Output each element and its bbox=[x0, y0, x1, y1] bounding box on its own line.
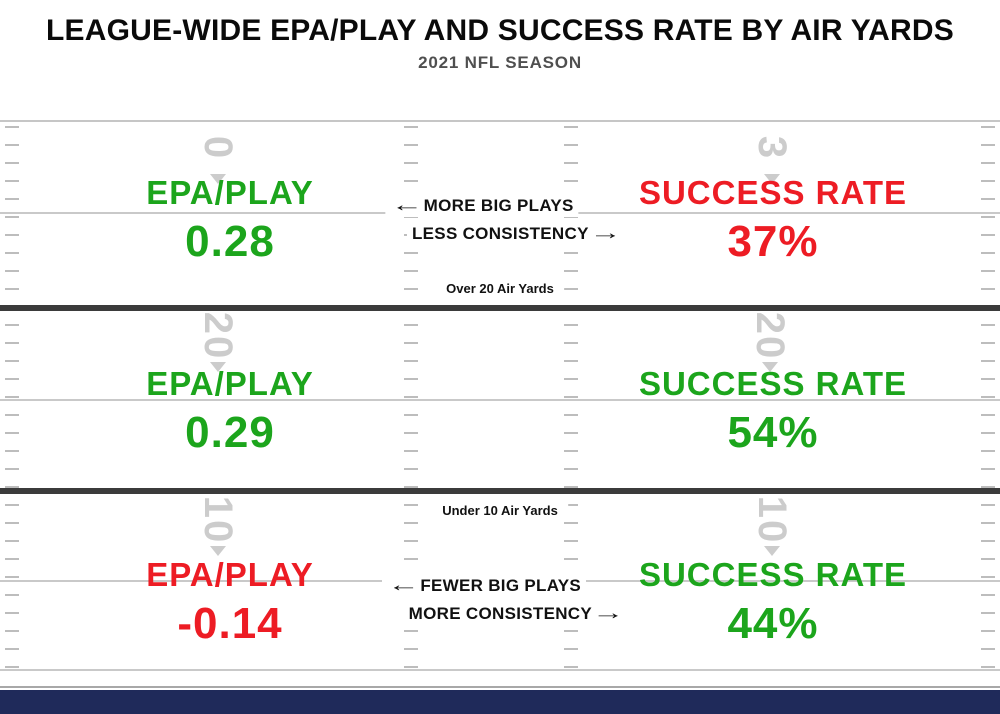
hash-marks-column-right bbox=[981, 126, 995, 682]
annotation-more-consistency: MORE CONSISTENCY → bbox=[403, 603, 631, 625]
section-divider-over20 bbox=[0, 305, 1000, 311]
yard-number-mid-right: 20 bbox=[746, 312, 794, 372]
yard-number-text: 20 bbox=[196, 311, 241, 361]
yard-number-text: 10 bbox=[750, 495, 795, 545]
page-title: LEAGUE-WIDE EPA/PLAY AND SUCCESS RATE BY… bbox=[46, 14, 954, 47]
success-stat-over20: SUCCESS RATE 37% bbox=[628, 174, 918, 267]
success-label: SUCCESS RATE bbox=[638, 174, 908, 211]
yard-number-text: 3 bbox=[750, 135, 795, 161]
yard-line bbox=[0, 399, 1000, 401]
annotation-text: FEWER BIG PLAYS bbox=[420, 576, 581, 595]
annotation-fewer-big-plays: ← FEWER BIG PLAYS bbox=[382, 575, 586, 597]
yard-number-text: 10 bbox=[196, 495, 241, 545]
yard-direction-arrow-icon bbox=[762, 362, 778, 372]
right-arrow-icon: → bbox=[592, 603, 626, 624]
annotation-text: MORE CONSISTENCY bbox=[408, 604, 593, 623]
yard-number-mid-left: 20 bbox=[194, 312, 242, 372]
left-arrow-icon: ← bbox=[390, 195, 424, 216]
success-value: 37% bbox=[727, 217, 819, 266]
yard-direction-arrow-icon bbox=[210, 546, 226, 556]
yard-number-text: 20 bbox=[748, 311, 793, 361]
yard-direction-arrow-icon bbox=[210, 174, 226, 184]
yard-number-top-left: 0 bbox=[194, 124, 242, 184]
epa-label: EPA/PLAY bbox=[146, 174, 314, 211]
success-value: 44% bbox=[727, 599, 819, 648]
hash-marks-column-center-right bbox=[564, 126, 578, 682]
yard-direction-arrow-icon bbox=[764, 174, 780, 184]
annotation-text: LESS CONSISTENCY bbox=[411, 224, 589, 243]
yard-number-top-right: 3 bbox=[748, 124, 796, 184]
epa-label: EPA/PLAY bbox=[146, 365, 314, 402]
annotation-less-consistency: LESS CONSISTENCY → bbox=[406, 223, 628, 245]
success-label: SUCCESS RATE bbox=[638, 556, 908, 593]
hash-marks-column-center-left bbox=[404, 126, 418, 682]
endzone-bar bbox=[0, 690, 1000, 714]
right-arrow-icon: → bbox=[588, 223, 622, 244]
annotation-text: MORE BIG PLAYS bbox=[423, 196, 574, 215]
yard-number-bottom-right: 10 bbox=[748, 496, 796, 556]
epa-stat-mid: EPA/PLAY 0.29 bbox=[95, 365, 365, 458]
left-arrow-icon: ← bbox=[387, 575, 421, 596]
boundary-label-under10: Under 10 Air Yards bbox=[432, 502, 568, 519]
yard-line bbox=[0, 669, 1000, 671]
yard-number-bottom-left: 10 bbox=[194, 496, 242, 556]
epa-stat-under10: EPA/PLAY -0.14 bbox=[95, 556, 365, 649]
epa-value: 0.29 bbox=[185, 408, 275, 457]
success-value: 54% bbox=[727, 408, 819, 457]
yard-direction-arrow-icon bbox=[764, 546, 780, 556]
hash-marks-column-left bbox=[5, 126, 19, 682]
section-divider-under10 bbox=[0, 488, 1000, 494]
success-stat-mid: SUCCESS RATE 54% bbox=[628, 365, 918, 458]
epa-label: EPA/PLAY bbox=[146, 556, 314, 593]
annotation-more-big-plays: ← MORE BIG PLAYS bbox=[385, 195, 579, 217]
yard-direction-arrow-icon bbox=[210, 362, 226, 372]
boundary-label-over20: Over 20 Air Yards bbox=[436, 280, 564, 297]
epa-stat-over20: EPA/PLAY 0.28 bbox=[95, 174, 365, 267]
epa-value: -0.14 bbox=[177, 599, 283, 648]
epa-value: 0.28 bbox=[185, 217, 275, 266]
football-field: Over 20 Air Yards Under 10 Air Yards 0 3… bbox=[0, 120, 1000, 688]
page-subtitle: 2021 NFL SEASON bbox=[418, 53, 582, 72]
yard-number-text: 0 bbox=[196, 135, 241, 161]
success-label: SUCCESS RATE bbox=[638, 365, 908, 402]
success-stat-under10: SUCCESS RATE 44% bbox=[628, 556, 918, 649]
